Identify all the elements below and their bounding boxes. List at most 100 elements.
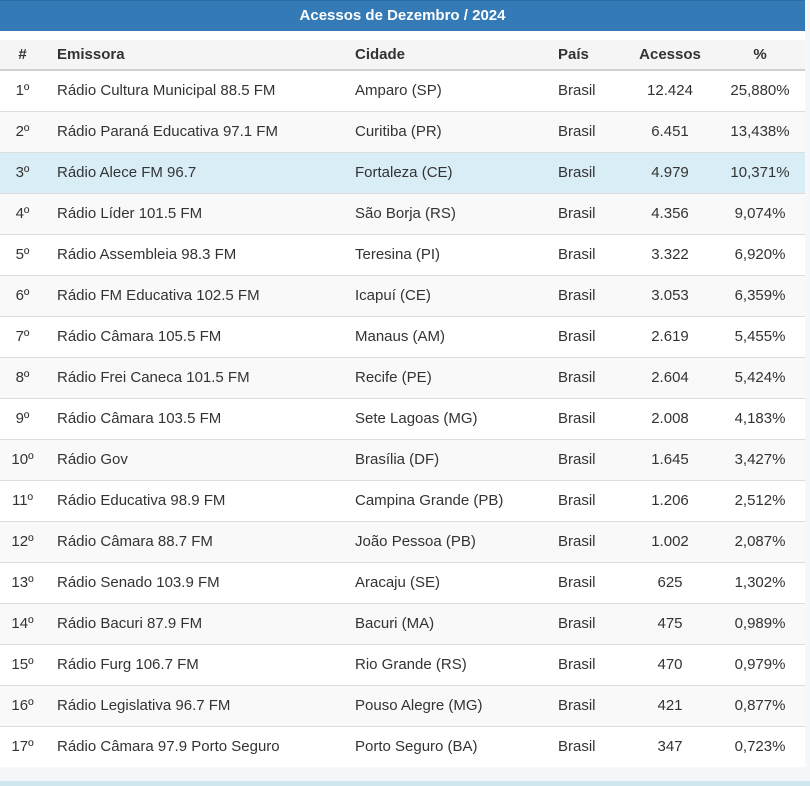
- acessos-cell: 1.206: [625, 479, 715, 521]
- column-header-emissora: Emissora: [45, 40, 345, 71]
- rank-cell: 1º: [15, 82, 30, 100]
- pct-cell: 3,427%: [715, 438, 805, 480]
- rank-cell: 13º: [0, 561, 45, 603]
- pais-cell: Brasil: [548, 151, 625, 193]
- acessos-cell: 347: [625, 725, 715, 767]
- table-row[interactable]: 2º Rádio Paraná Educativa 97.1 FM Curitiba…: [0, 110, 805, 152]
- rank-cell: 7º: [0, 315, 45, 357]
- column-header-rank: #: [0, 40, 45, 71]
- pais-cell: Brasil: [548, 520, 625, 562]
- acessos-cell: 2.008: [625, 397, 715, 439]
- cidade-cell: Icapuí (CE): [345, 274, 548, 316]
- pais-cell: Brasil: [548, 397, 625, 439]
- pct-cell: 2,087%: [715, 520, 805, 562]
- rank-cell: 4º: [0, 192, 45, 234]
- table-row[interactable]: 8º Rádio Frei Caneca 101.5 FM Recife (PE) B…: [0, 356, 805, 398]
- table-row[interactable]: 9º Rádio Câmara 103.5 FM Sete Lagoas (MG) B…: [0, 397, 805, 439]
- cidade-cell: Aracaju (SE): [345, 561, 548, 603]
- table-row[interactable]: 4º Rádio Líder 101.5 FM São Borja (RS) Bras…: [0, 192, 805, 234]
- rank-cell: 15º: [0, 643, 45, 685]
- pct-cell: 2,512%: [715, 479, 805, 521]
- table-row[interactable]: 16º Rádio Legislativa 96.7 FM Pouso Alegre…: [0, 684, 805, 726]
- column-header-cidade: Cidade: [345, 40, 548, 71]
- pct-cell: 5,455%: [715, 315, 805, 357]
- table-row[interactable]: 5º Rádio Assembleia 98.3 FM Teresina (PI) B…: [0, 233, 805, 275]
- acessos-cell: 1.002: [625, 520, 715, 562]
- table-row[interactable]: 15º Rádio Furg 106.7 FM Rio Grande (RS) Bra…: [0, 643, 805, 685]
- pais-cell: Brasil: [548, 315, 625, 357]
- rank-cell: 3º: [0, 151, 45, 193]
- emissora-cell: Rádio FM Educativa 102.5 FM: [45, 274, 345, 316]
- pct-cell: 25,880%: [730, 82, 790, 100]
- acessos-cell: 2.619: [625, 315, 715, 357]
- pct-cell: 0,989%: [715, 602, 805, 644]
- pct-cell: 0,877%: [715, 684, 805, 726]
- table-row[interactable]: 13º Rádio Senado 103.9 FM Aracaju (SE) Bras…: [0, 561, 805, 603]
- acessos-cell: 12.424: [647, 82, 693, 100]
- pais-cell: Brasil: [548, 643, 625, 685]
- emissora-cell: Rádio Cultura Municipal 88.5 FM: [57, 82, 276, 100]
- acessos-cell: 3.322: [625, 233, 715, 275]
- emissora-cell: Rádio Gov: [45, 438, 345, 480]
- pct-cell: 6,359%: [715, 274, 805, 316]
- pais-cell: Brasil: [558, 82, 596, 100]
- rank-cell: 17º: [0, 725, 45, 767]
- pct-cell: 1,302%: [715, 561, 805, 603]
- cidade-cell: Fortaleza (CE): [345, 151, 548, 193]
- emissora-cell: Rádio Bacuri 87.9 FM: [45, 602, 345, 644]
- emissora-cell: Rádio Paraná Educativa 97.1 FM: [45, 110, 345, 152]
- column-header-pct: %: [715, 40, 805, 71]
- rank-cell: 16º: [0, 684, 45, 726]
- acessos-cell: 475: [625, 602, 715, 644]
- pct-cell: 4,183%: [715, 397, 805, 439]
- pais-cell: Brasil: [548, 192, 625, 234]
- page-bottom-strip: [0, 781, 810, 786]
- table-row[interactable]: 17º Rádio Câmara 97.9 Porto Seguro Porto S…: [0, 725, 805, 767]
- pais-cell: Brasil: [548, 602, 625, 644]
- rank-cell: 14º: [0, 602, 45, 644]
- pct-cell: 10,371%: [715, 151, 805, 193]
- cidade-cell: Curitiba (PR): [345, 110, 548, 152]
- rank-cell: 8º: [0, 356, 45, 398]
- pct-cell: 5,424%: [715, 356, 805, 398]
- rank-cell: 11º: [0, 479, 45, 521]
- panel-title: Acessos de Dezembro / 2024: [0, 0, 805, 31]
- cidade-cell: João Pessoa (PB): [345, 520, 548, 562]
- cidade-cell: Brasília (DF): [345, 438, 548, 480]
- cidade-cell: Rio Grande (RS): [345, 643, 548, 685]
- pais-cell: Brasil: [548, 356, 625, 398]
- table-row[interactable]: 14º Rádio Bacuri 87.9 FM Bacuri (MA) Brasil…: [0, 602, 805, 644]
- table-row[interactable]: 3º Rádio Alece FM 96.7 Fortaleza (CE) Brasi…: [0, 151, 805, 193]
- pct-cell: 0,979%: [715, 643, 805, 685]
- table-row[interactable]: 6º Rádio FM Educativa 102.5 FM Icapuí (CE)…: [0, 274, 805, 316]
- emissora-cell: Rádio Câmara 88.7 FM: [45, 520, 345, 562]
- pct-cell: 0,723%: [715, 725, 805, 767]
- rank-cell: 12º: [0, 520, 45, 562]
- table-body: 1º Rádio Cultura Municipal 88.5 FM Amparo …: [0, 70, 805, 767]
- acessos-cell: 6.451: [625, 110, 715, 152]
- ranking-table: # Emissora Cidade País Acessos % 1º Rádio…: [0, 40, 805, 767]
- table-row[interactable]: 10º Rádio Gov Brasília (DF) Brasil 1.645 3,42…: [0, 438, 805, 480]
- acessos-cell: 4.356: [625, 192, 715, 234]
- table-row[interactable]: 12º Rádio Câmara 88.7 FM João Pessoa (PB) B…: [0, 520, 805, 562]
- pct-cell: 13,438%: [715, 110, 805, 152]
- emissora-cell: Rádio Alece FM 96.7: [45, 151, 345, 193]
- cidade-cell: Campina Grande (PB): [345, 479, 548, 521]
- acessos-cell: 4.979: [625, 151, 715, 193]
- pais-cell: Brasil: [548, 438, 625, 480]
- column-header-pais: País: [548, 40, 625, 71]
- cidade-cell: Recife (PE): [345, 356, 548, 398]
- cidade-cell: Sete Lagoas (MG): [345, 397, 548, 439]
- pct-cell: 9,074%: [715, 192, 805, 234]
- pais-cell: Brasil: [548, 684, 625, 726]
- cidade-cell: Bacuri (MA): [345, 602, 548, 644]
- table-row[interactable]: 7º Rádio Câmara 105.5 FM Manaus (AM) Brasil…: [0, 315, 805, 357]
- table-row[interactable]: 11º Rádio Educativa 98.9 FM Campina Grande…: [0, 479, 805, 521]
- acessos-cell: 470: [625, 643, 715, 685]
- acessos-cell: 421: [625, 684, 715, 726]
- rank-cell: 2º: [0, 110, 45, 152]
- acessos-cell: 1.645: [625, 438, 715, 480]
- emissora-cell: Rádio Frei Caneca 101.5 FM: [45, 356, 345, 398]
- pais-cell: Brasil: [548, 725, 625, 767]
- table-row[interactable]: 1º Rádio Cultura Municipal 88.5 FM Amparo …: [0, 70, 805, 111]
